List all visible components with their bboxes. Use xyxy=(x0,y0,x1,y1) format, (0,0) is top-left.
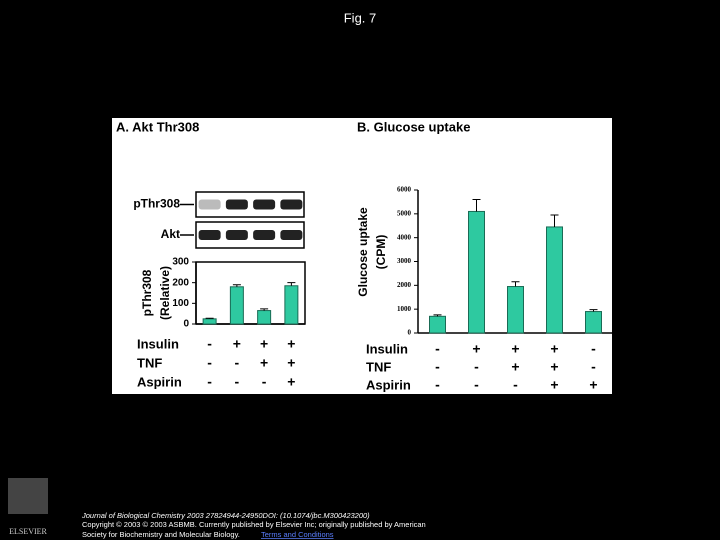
treatment-sign: - xyxy=(435,377,440,393)
blot-band xyxy=(280,199,303,210)
y-axis-label: (Relative) xyxy=(158,266,172,320)
blot-band xyxy=(225,199,248,210)
bar xyxy=(284,285,299,325)
treatment-name: Insulin xyxy=(137,336,179,351)
y-tick-label: 0 xyxy=(408,329,412,337)
y-tick-label: 2000 xyxy=(397,281,412,289)
treatment-sign: - xyxy=(591,341,596,357)
treatment-sign: - xyxy=(207,355,212,371)
bar xyxy=(229,286,244,325)
treatment-sign: + xyxy=(287,355,295,371)
error-bar xyxy=(589,309,598,312)
treatment-sign: - xyxy=(435,359,440,375)
y-tick-label: 1000 xyxy=(397,305,412,313)
error-bar xyxy=(550,214,559,227)
treatment-sign: + xyxy=(472,341,480,357)
chart-title: A. Akt Thr308 xyxy=(116,119,199,134)
treatment-sign: + xyxy=(511,341,519,357)
treatment-sign: - xyxy=(435,341,440,357)
y-tick-label: 5000 xyxy=(397,209,412,217)
treatment-sign: + xyxy=(287,336,295,352)
bar xyxy=(468,210,485,334)
error-bar xyxy=(472,199,481,212)
error-bar xyxy=(433,314,442,317)
treatment-sign: + xyxy=(511,359,519,375)
citation: Journal of Biological Chemistry 2003 278… xyxy=(81,511,370,520)
bar xyxy=(429,315,446,334)
treatment-name: Aspirin xyxy=(366,377,411,392)
treatment-name: TNF xyxy=(137,355,162,370)
blot-band xyxy=(198,230,221,240)
bar xyxy=(546,226,563,334)
y-tick-label: 200 xyxy=(172,277,189,288)
bar xyxy=(585,311,602,334)
treatment-sign: - xyxy=(235,374,240,390)
error-bar xyxy=(205,317,214,319)
chart-title: B. Glucose uptake xyxy=(357,119,470,134)
y-tick-label: 6000 xyxy=(397,186,412,194)
copyright-line2: Society for Biochemistry and Molecular B… xyxy=(82,530,240,539)
treatment-sign: - xyxy=(591,359,596,375)
error-bar xyxy=(260,308,269,311)
treatment-sign: - xyxy=(474,359,479,375)
blot-band xyxy=(253,199,276,210)
logo-image xyxy=(8,478,48,514)
blot-band xyxy=(253,230,276,240)
error-bar xyxy=(511,281,520,287)
blot-band xyxy=(198,199,221,210)
treatment-sign: - xyxy=(207,374,212,390)
bar xyxy=(257,310,272,325)
treatment-sign: + xyxy=(550,359,558,375)
y-tick-label: 0 xyxy=(183,319,189,330)
treatment-sign: + xyxy=(260,336,268,352)
treatment-name: Insulin xyxy=(366,341,408,356)
treatment-sign: + xyxy=(550,377,558,393)
y-axis-label: (CPM) xyxy=(374,235,388,270)
slide-title: Fig. 7 xyxy=(344,10,377,25)
figure-panel xyxy=(112,118,612,394)
treatment-sign: + xyxy=(550,341,558,357)
treatment-sign: - xyxy=(513,377,518,393)
treatment-name: Aspirin xyxy=(137,374,182,389)
error-bar xyxy=(287,282,296,286)
y-tick-label: 100 xyxy=(172,298,189,309)
treatment-sign: + xyxy=(287,374,295,390)
treatment-sign: + xyxy=(589,377,597,393)
treatment-name: TNF xyxy=(366,359,391,374)
y-tick-label: 300 xyxy=(172,257,189,268)
treatment-sign: + xyxy=(233,336,241,352)
y-tick-label: 4000 xyxy=(397,233,412,241)
y-tick-label: 3000 xyxy=(397,257,412,265)
blot-band xyxy=(225,230,248,240)
logo-text: ELSEVIER xyxy=(9,527,47,536)
terms-link[interactable]: Terms and Conditions xyxy=(261,530,334,539)
y-axis-label: pThr308 xyxy=(140,269,154,316)
treatment-sign: - xyxy=(235,355,240,371)
treatment-sign: - xyxy=(207,336,212,352)
error-bar xyxy=(232,284,241,287)
copyright: Copyright © 2003 © 2003 ASBMB. Currently… xyxy=(82,520,426,529)
bar xyxy=(507,286,524,334)
blot-band xyxy=(280,230,303,240)
blot-label: Akt xyxy=(161,227,180,241)
treatment-sign: - xyxy=(262,374,267,390)
treatment-sign: - xyxy=(474,377,479,393)
bar xyxy=(202,318,217,325)
y-axis-label: Glucose uptake xyxy=(356,207,370,297)
blot-label: pThr308 xyxy=(133,197,180,211)
treatment-sign: + xyxy=(260,355,268,371)
